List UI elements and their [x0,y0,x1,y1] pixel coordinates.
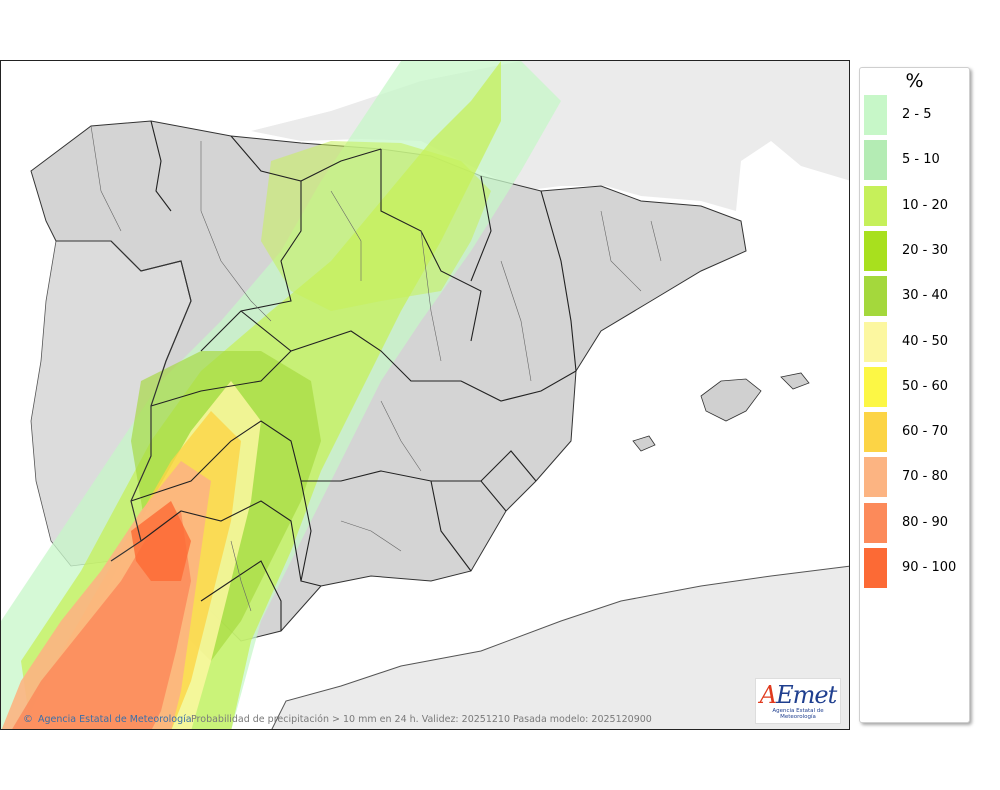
province-borders [90,125,662,612]
legend-item: 5 - 10 [864,140,968,181]
legend-label: 70 - 80 [902,469,949,485]
legend-label: 2 - 5 [902,107,932,122]
probability-legend: % 2 - 5 5 - 10 10 - 20 20 - 30 30 - 40 40 - 5… [859,67,970,723]
autonomous-community-borders [130,120,577,631]
legend-item: 50 - 60 [864,366,968,407]
legend-swatch [864,502,887,543]
legend-label: 50 - 60 [902,378,949,394]
agency-credit: © Agencia Estatal de Meteorología [23,714,192,725]
legend-swatch [864,276,887,317]
legend-label: 90 - 100 [902,560,957,575]
legend-item: 20 - 30 [864,230,968,271]
legend-swatch [864,230,887,271]
agency-credit-text: Agencia Estatal de Meteorología [38,714,192,725]
ibiza [632,435,656,452]
legend-swatch [864,412,887,453]
map-panel: © Agencia Estatal de Meteorología Probab… [0,60,850,730]
legend-label: 5 - 10 [902,152,940,168]
menorca [780,372,810,390]
map-caption: Probabilidad de precipitación > 10 mm en… [191,714,652,725]
legend-label: 20 - 30 [902,242,949,258]
north-africa-land [271,565,849,729]
precipitation-probability-map [1,61,849,729]
legend-item: 10 - 20 [864,185,968,226]
aemet-logo-mark: AEmet [759,681,837,709]
legend-item: 70 - 80 [864,457,968,498]
legend-label: 40 - 50 [902,333,949,349]
legend-swatch [864,366,887,407]
legend-item: 40 - 50 [864,321,968,362]
legend-label: 10 - 20 [902,197,949,213]
legend-item: 90 - 100 [864,548,968,588]
aemet-logo: AEmet Agencia Estatal de Meteorología [755,678,841,724]
legend-item: 80 - 90 [864,502,968,543]
legend-swatch [864,457,887,498]
legend-item: 30 - 40 [864,276,968,317]
legend-title: % [905,70,924,92]
legend-item: 2 - 5 [864,95,968,135]
portugal-border [110,240,192,562]
legend-swatch [864,185,887,226]
prob-band-north-10-20 [261,141,491,311]
legend-label: 80 - 90 [902,514,949,530]
copyright-icon: © [23,714,33,725]
legend-swatch [864,95,887,135]
aemet-logo-subtitle: Agencia Estatal de Meteorología [772,708,824,720]
legend-swatch [864,140,887,181]
prob-band-90-100 [131,501,191,581]
legend-label: 60 - 70 [902,424,949,440]
mallorca [700,378,762,422]
legend-swatch [864,321,887,362]
legend-swatch [864,548,887,588]
legend-label: 30 - 40 [902,288,949,304]
legend-item: 60 - 70 [864,412,968,453]
